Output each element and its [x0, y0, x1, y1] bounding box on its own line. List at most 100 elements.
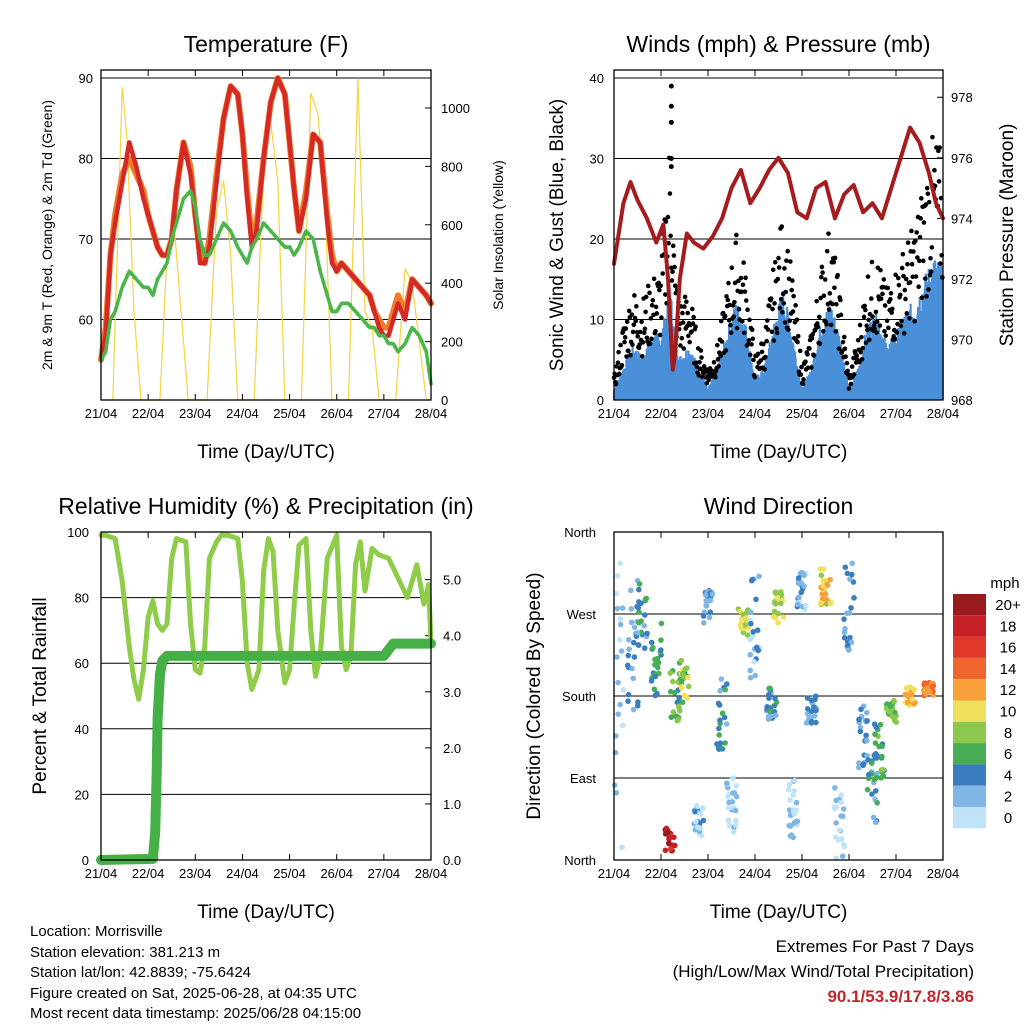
y-tick-label: 10 — [590, 313, 604, 328]
direction-point — [670, 834, 677, 841]
gust-point — [745, 341, 751, 347]
gust-point — [894, 330, 900, 335]
gust-point — [647, 290, 652, 296]
gust-point — [866, 317, 871, 323]
dewpoint-point — [302, 232, 307, 237]
direction-point — [648, 639, 655, 646]
gust-point — [869, 259, 875, 265]
gust-point — [634, 303, 639, 309]
direction-point — [716, 702, 723, 708]
gust-point — [811, 353, 817, 358]
gust-point — [645, 283, 651, 289]
direction-point — [641, 622, 648, 629]
dewpoint-point — [264, 224, 269, 229]
dewpoint-point — [268, 228, 273, 233]
direction-point — [902, 691, 909, 698]
dewpoint-point — [208, 250, 213, 255]
direction-point — [817, 600, 824, 606]
plot-frame — [613, 69, 944, 401]
dewpoint-point — [166, 251, 171, 256]
gust-point — [824, 322, 829, 327]
dewpoint-point — [204, 253, 209, 258]
gust-point — [639, 353, 645, 359]
direction-point — [832, 805, 838, 812]
direction-point — [743, 615, 749, 621]
gust-point — [832, 255, 838, 261]
gust-point — [816, 314, 822, 320]
direction-point — [750, 629, 756, 635]
gust-point — [905, 261, 910, 267]
dewpoint-point — [178, 208, 183, 213]
direction-point — [833, 797, 839, 804]
gust-point — [624, 354, 629, 359]
dewpoint-point — [276, 237, 281, 242]
direction-point — [628, 606, 635, 612]
gust-point — [776, 255, 781, 261]
gust-point — [740, 282, 746, 288]
gust-point — [851, 372, 857, 377]
gust-point — [718, 318, 724, 324]
direction-point — [725, 793, 731, 800]
direction-point — [658, 647, 664, 653]
gust-point — [927, 272, 933, 278]
extremes-box: Extremes For Past 7 Days (High/Low/Max W… — [673, 934, 974, 1009]
gust-point — [795, 333, 801, 339]
gust-point — [747, 352, 753, 358]
direction-point — [930, 683, 936, 690]
direction-point — [617, 560, 624, 567]
y-axis-label: Percent & Total Rainfall — [30, 597, 51, 794]
x-tick-label: 26/04 — [833, 866, 866, 881]
dewpoint-point — [163, 264, 168, 269]
x-tick-label: 23/04 — [692, 406, 725, 421]
direction-point — [827, 576, 833, 583]
direction-point — [706, 598, 713, 604]
gust-point — [817, 341, 823, 347]
gust-point — [911, 249, 916, 254]
dewpoint-point — [329, 306, 334, 311]
x-tick-label: 21/04 — [598, 866, 631, 881]
gust-point — [647, 341, 653, 346]
direction-point — [741, 622, 748, 628]
dewpoint-point — [189, 191, 194, 196]
dewpoint-point — [181, 196, 186, 201]
station-location: Location: Morrisville — [30, 923, 163, 940]
dewpoint-point — [148, 288, 153, 293]
direction-point — [824, 581, 830, 588]
direction-point — [886, 709, 893, 715]
gust-point — [910, 274, 916, 280]
gust-point — [842, 334, 847, 340]
panel-winds: Winds (mph) & Pressure (mb) 21/04 22/04 23/… — [547, 31, 1018, 463]
dewpoint-point — [197, 230, 202, 235]
temperature-series-1 — [98, 75, 434, 363]
gust-point — [672, 283, 678, 289]
gust-point — [643, 309, 648, 315]
direction-point — [827, 600, 834, 607]
direction-point — [856, 760, 862, 766]
direction-point — [723, 721, 730, 727]
gust-point — [930, 134, 935, 140]
gust-point — [681, 346, 687, 351]
gust-point — [704, 380, 710, 386]
gust-point — [801, 377, 806, 382]
direction-point — [678, 678, 685, 684]
dewpoint-point — [412, 327, 417, 332]
gust-point — [868, 296, 874, 301]
direction-point — [733, 783, 740, 789]
direction-point — [911, 686, 918, 693]
x-tick-label: 28/04 — [415, 406, 448, 421]
gust-point — [818, 295, 823, 301]
direction-point — [613, 789, 620, 796]
gust-point — [639, 319, 644, 325]
dewpoint-point — [283, 245, 288, 250]
gust-point — [782, 266, 787, 271]
gust-point — [772, 301, 777, 306]
direction-point — [778, 589, 784, 595]
gust-point — [660, 271, 665, 276]
colorbar-swatch — [953, 594, 986, 616]
gust-point — [630, 329, 636, 335]
gust-point — [857, 322, 863, 328]
gust-point — [830, 301, 835, 307]
gust-outlier — [668, 156, 674, 162]
gust-point — [915, 255, 920, 260]
direction-point — [787, 797, 793, 803]
